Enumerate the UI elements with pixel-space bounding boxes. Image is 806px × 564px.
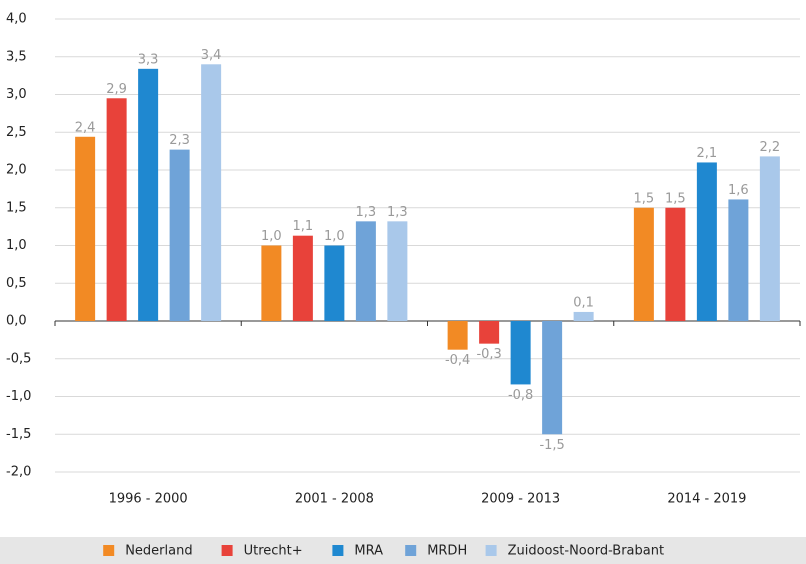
legend-swatch (221, 545, 233, 556)
y-tick-label: -1,5 (6, 427, 31, 442)
y-tick-label: 1,5 (6, 200, 27, 215)
bar (387, 221, 408, 321)
bar (169, 149, 190, 321)
bar (447, 321, 468, 350)
value-label: 2,3 (169, 133, 190, 148)
bar (292, 235, 313, 321)
value-label: 0,1 (573, 295, 594, 310)
bar (75, 136, 96, 321)
legend-swatch (332, 545, 344, 556)
bar (542, 321, 563, 435)
legend-label: Zuidoost-Noord-Brabant (508, 544, 664, 559)
value-label: 1,0 (324, 229, 345, 244)
legend-label: MRDH (427, 544, 467, 559)
value-label: -0,8 (508, 388, 533, 403)
y-tick-label: 3,0 (6, 87, 27, 102)
legend-background (0, 537, 806, 564)
legend-swatch (405, 545, 417, 556)
bar (696, 162, 717, 321)
bar (510, 321, 531, 385)
value-label: -1,5 (539, 438, 564, 453)
bar (138, 68, 159, 321)
x-tick-label: 2009 - 2013 (481, 492, 560, 507)
legend-label: Utrecht+ (244, 544, 303, 559)
value-label: 1,6 (728, 183, 749, 198)
legend-label: MRA (354, 544, 383, 559)
y-tick-label: -0,5 (6, 351, 31, 366)
y-tick-label: 2,5 (6, 125, 27, 140)
value-label: 3,4 (201, 48, 222, 63)
bar (728, 199, 749, 321)
legend-label: Nederland (125, 544, 192, 559)
bar (633, 207, 654, 321)
x-tick-label: 2014 - 2019 (667, 492, 746, 507)
value-label: 1,3 (387, 205, 408, 220)
value-label: 2,9 (106, 82, 127, 97)
value-label: 1,1 (293, 219, 314, 234)
value-label: 2,4 (75, 120, 96, 135)
bar (479, 321, 500, 344)
value-label: 1,3 (356, 205, 377, 220)
bar (201, 64, 222, 322)
value-label: 2,2 (760, 140, 781, 155)
value-label: 1,5 (634, 191, 655, 206)
bar (355, 221, 376, 321)
bar (759, 156, 780, 321)
legend-swatch (103, 545, 115, 556)
value-label: 1,5 (665, 191, 686, 206)
y-tick-label: 3,5 (6, 49, 27, 64)
x-tick-label: 1996 - 2000 (109, 492, 188, 507)
y-tick-label: 4,0 (6, 12, 27, 27)
bar (573, 311, 594, 321)
x-tick-label: 2001 - 2008 (295, 492, 374, 507)
y-tick-label: 1,0 (6, 238, 27, 253)
legend-swatch (485, 545, 497, 556)
bar (106, 98, 127, 322)
value-label: -0,3 (476, 347, 501, 362)
y-tick-label: 0,5 (6, 276, 27, 291)
y-tick-label: -1,0 (6, 389, 31, 404)
y-tick-label: -2,0 (6, 465, 31, 480)
value-label: -0,4 (445, 353, 470, 368)
y-tick-label: 0,0 (6, 314, 27, 329)
y-tick-label: 2,0 (6, 163, 27, 178)
bar (665, 207, 686, 321)
bar (324, 245, 345, 321)
value-label: 1,0 (261, 229, 282, 244)
value-label: 2,1 (697, 146, 718, 161)
value-label: 3,3 (138, 52, 159, 67)
bar (261, 245, 282, 321)
